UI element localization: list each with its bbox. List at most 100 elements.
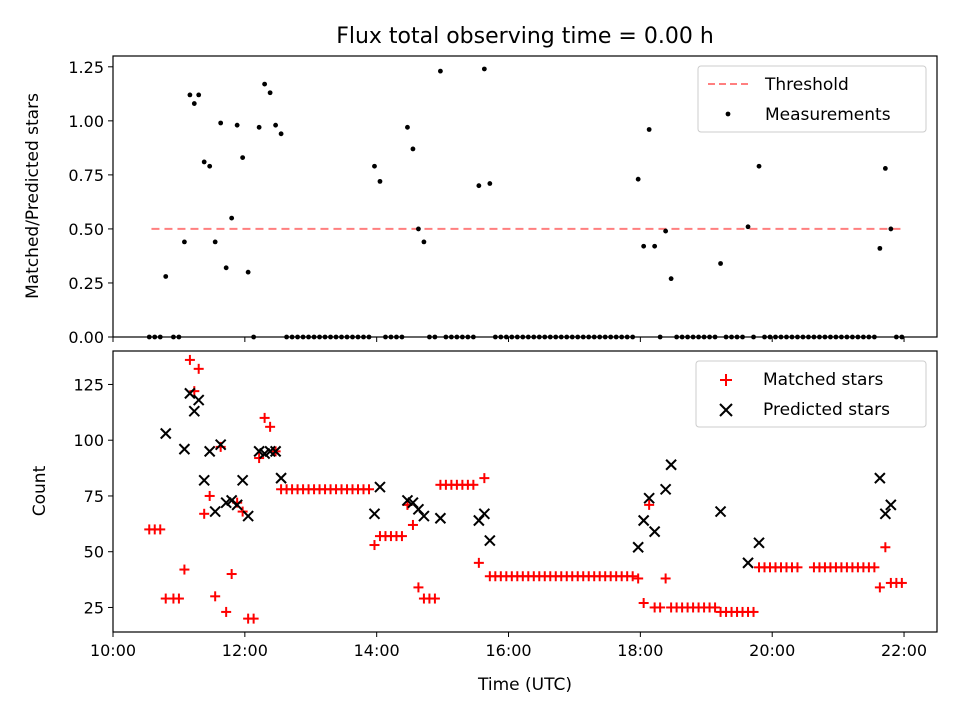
measurement-point xyxy=(251,334,257,340)
measurement-point xyxy=(377,178,383,184)
bottom-series xyxy=(144,354,907,624)
measurement-point xyxy=(212,239,218,245)
measurement-point xyxy=(459,334,465,340)
measurement-point xyxy=(789,334,795,340)
measurement-point xyxy=(394,334,399,340)
predicted-star-point xyxy=(184,387,196,400)
measurement-point xyxy=(663,228,669,234)
measurement-point xyxy=(514,334,520,340)
measurement-point xyxy=(201,159,207,165)
measurement-point xyxy=(405,124,410,130)
x-tick-label: 16:00 xyxy=(485,641,531,660)
measurement-point xyxy=(685,334,691,340)
measurement-point xyxy=(690,334,696,340)
legend-matched-swatch xyxy=(720,374,732,386)
matched-star-point xyxy=(429,593,440,604)
measurement-point xyxy=(784,334,789,340)
measurement-point xyxy=(498,334,504,340)
matched-star-point xyxy=(204,490,215,501)
measurement-point xyxy=(300,334,306,340)
predicted-star-point xyxy=(192,394,205,406)
measurement-point xyxy=(350,334,355,340)
matched-star-point xyxy=(363,484,374,495)
predicted-star-point xyxy=(236,474,249,487)
matched-star-point xyxy=(226,569,237,580)
predicted-star-point xyxy=(659,483,672,495)
predicted-star-point xyxy=(637,514,650,527)
measurement-point xyxy=(176,334,182,340)
measurement-point xyxy=(828,334,833,340)
bottom-plot-area xyxy=(112,350,938,633)
measurement-point xyxy=(602,334,608,340)
predicted-star-point xyxy=(269,445,282,458)
measurement-point xyxy=(745,224,751,230)
measurement-point xyxy=(888,226,894,232)
matched-star-point xyxy=(248,613,259,624)
matched-star-point xyxy=(896,577,907,588)
measurement-point xyxy=(240,155,246,160)
predicted-star-point xyxy=(368,508,381,520)
measurement-point xyxy=(509,334,515,340)
measurement-point xyxy=(267,90,273,96)
measurement-point xyxy=(635,176,641,182)
predicted-star-point xyxy=(275,472,287,484)
measurement-point xyxy=(448,334,454,340)
measurement-point xyxy=(339,334,344,340)
measurement-point xyxy=(817,334,822,340)
matched-star-point xyxy=(155,524,166,535)
measurement-point xyxy=(536,334,542,340)
measurement-point xyxy=(196,92,202,98)
measurement-point xyxy=(317,334,322,340)
legend-measurements-label: Measurements xyxy=(765,105,891,125)
matched-star-point xyxy=(369,540,380,551)
measurement-point xyxy=(586,334,592,340)
measurement-point xyxy=(218,120,224,126)
series-matched-stars xyxy=(144,354,907,624)
matched-star-point xyxy=(259,412,270,423)
predicted-star-point xyxy=(374,481,386,493)
measurement-point xyxy=(481,66,487,72)
bottom-y-ticks: 25 50 75 100 125 xyxy=(73,375,113,617)
top-legend-box xyxy=(697,65,927,133)
measurement-point xyxy=(443,334,449,340)
matched-star-point xyxy=(627,571,638,582)
measurement-point xyxy=(454,334,460,340)
measurement-point xyxy=(361,334,366,340)
measurement-point xyxy=(718,261,723,266)
matched-star-point xyxy=(199,508,210,519)
top-panel: 0.00 0.25 0.50 0.75 1.00 1.25 Matched/Predict… xyxy=(23,55,938,347)
measurement-point xyxy=(850,334,855,340)
predicted-star-point xyxy=(742,557,754,569)
predicted-star-point xyxy=(484,534,496,547)
measurement-point xyxy=(712,334,718,340)
predicted-star-point xyxy=(203,445,216,458)
measurement-point xyxy=(839,334,844,340)
measurement-point xyxy=(438,68,443,74)
measurement-point xyxy=(531,334,537,340)
y-tick-label: 75 xyxy=(84,487,104,506)
measurement-point xyxy=(564,334,570,340)
matched-star-point xyxy=(644,499,655,510)
bottom-panel: 25 50 75 100 125 10:00 12:00 14:00 16:00 18:00 20… xyxy=(30,350,938,695)
matched-star-point xyxy=(413,582,424,593)
bottom-x-ticks: 10:00 12:00 14:00 16:00 18:00 20:00 22:00 xyxy=(90,632,927,660)
measurement-point xyxy=(652,243,658,249)
measurement-point xyxy=(707,334,712,340)
measurement-point xyxy=(882,166,888,171)
matched-star-point xyxy=(874,582,885,593)
measurement-point xyxy=(273,122,279,128)
measurement-point xyxy=(773,334,778,340)
predicted-star-point xyxy=(753,537,765,549)
matched-star-point xyxy=(210,591,221,602)
measurement-point xyxy=(806,334,811,340)
measurement-point xyxy=(322,334,328,340)
predicted-star-point xyxy=(231,499,243,511)
predicted-star-point xyxy=(714,505,727,518)
predicted-star-point xyxy=(885,499,897,511)
measurement-point xyxy=(619,334,625,340)
predicted-star-point xyxy=(209,505,221,518)
measurement-point xyxy=(146,334,152,340)
matched-star-point xyxy=(468,479,479,490)
x-tick-label: 22:00 xyxy=(881,641,927,660)
measurement-point xyxy=(465,334,471,340)
